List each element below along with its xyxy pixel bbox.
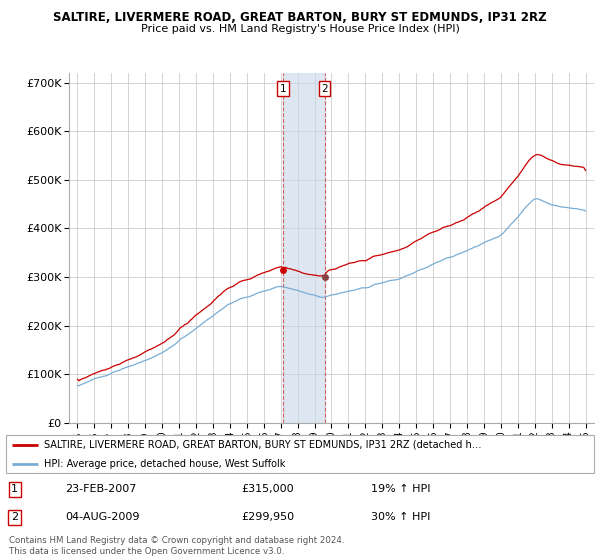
Text: 23-FEB-2007: 23-FEB-2007 [65,484,136,494]
Text: 30% ↑ HPI: 30% ↑ HPI [371,512,430,522]
Text: £315,000: £315,000 [241,484,294,494]
Text: Contains HM Land Registry data © Crown copyright and database right 2024.
This d: Contains HM Land Registry data © Crown c… [9,536,344,556]
Text: 1: 1 [11,484,19,494]
Text: HPI: Average price, detached house, West Suffolk: HPI: Average price, detached house, West… [44,459,286,469]
Text: SALTIRE, LIVERMERE ROAD, GREAT BARTON, BURY ST EDMUNDS, IP31 2RZ (detached h…: SALTIRE, LIVERMERE ROAD, GREAT BARTON, B… [44,440,482,450]
Text: 1: 1 [280,83,286,94]
Bar [283,73,325,423]
Text: 19% ↑ HPI: 19% ↑ HPI [371,484,430,494]
Text: 2: 2 [11,512,19,522]
Text: 2: 2 [321,83,328,94]
Text: 04-AUG-2009: 04-AUG-2009 [65,512,139,522]
Text: SALTIRE, LIVERMERE ROAD, GREAT BARTON, BURY ST EDMUNDS, IP31 2RZ: SALTIRE, LIVERMERE ROAD, GREAT BARTON, B… [53,11,547,24]
Text: Price paid vs. HM Land Registry's House Price Index (HPI): Price paid vs. HM Land Registry's House … [140,24,460,34]
FancyBboxPatch shape [6,435,594,473]
Text: £299,950: £299,950 [241,512,295,522]
